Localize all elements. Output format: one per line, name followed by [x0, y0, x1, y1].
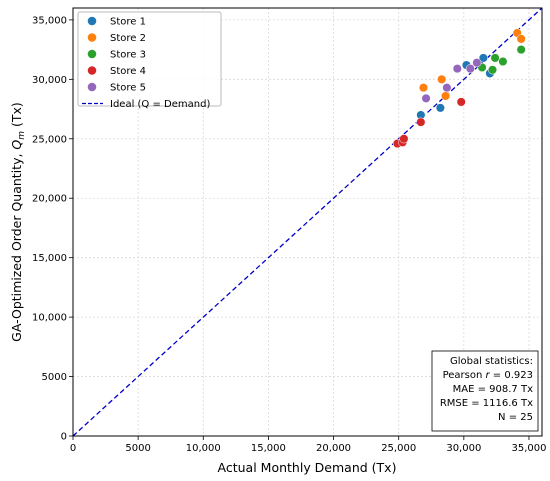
point-store-2-2	[437, 74, 447, 84]
pearson-symbol: r	[486, 370, 491, 381]
x-tick-label-0: 0	[70, 443, 76, 454]
ideal-reference-line	[72, 7, 543, 437]
legend-label-store-1: Store 1	[110, 17, 146, 28]
stats-title: Global statistics:	[450, 356, 533, 367]
data-points	[392, 28, 526, 149]
point-store-3-5	[516, 45, 526, 55]
point-store-2-5	[516, 34, 526, 44]
legend-label-store-4: Store 4	[110, 66, 146, 77]
point-store-5-2	[442, 83, 452, 93]
y-axis-label-subscript: m	[17, 131, 27, 140]
legend: Store 1 Store 2 Store 3 Store 4 Store 5 Ideal…	[77, 11, 222, 110]
y-axis-label: GA-Optimized Order Quantity, Qm (Tx)	[9, 102, 27, 342]
x-tick-label-5: 25,000	[381, 443, 416, 454]
point-store-4-3	[399, 134, 409, 144]
y-tick-label-5: 25,000	[32, 134, 67, 145]
reference-line-layer	[72, 7, 543, 437]
point-store-5-3	[452, 64, 462, 74]
x-tick-label-3: 15,000	[251, 443, 286, 454]
y-tick-label-2: 10,000	[32, 313, 67, 324]
x-tick-label-7: 35,000	[511, 443, 546, 454]
point-store-3-4	[498, 56, 508, 67]
legend-label-ideal: Ideal (Q = Demand)	[110, 99, 210, 110]
y-axis-label-symbol: Q	[9, 140, 24, 150]
y-tick-label-4: 20,000	[32, 194, 67, 205]
legend-label-store-3: Store 3	[110, 50, 146, 61]
stats-pearson: Pearson r = 0.923	[443, 370, 533, 381]
point-store-4-5	[456, 97, 466, 107]
stats-rmse: RMSE = 1116.6 Tx	[440, 398, 533, 409]
y-axis-label-suffix: (Tx)	[9, 102, 24, 131]
point-store-2-1	[418, 83, 428, 93]
y-axis-ticks: 0 5000 10,000 15,000 20,000 25,000 30,000 35,00…	[32, 15, 73, 443]
point-store-1-2	[435, 103, 445, 113]
point-store-1-4	[478, 53, 488, 63]
x-axis-ticks: 0 5000 10,000 15,000 20,000 25,000 30,000 35,00…	[70, 436, 546, 454]
point-store-2-3	[441, 91, 451, 101]
y-tick-label-1: 5000	[42, 372, 67, 383]
point-store-5-4	[465, 64, 475, 74]
legend-marker-store-1	[87, 16, 97, 26]
point-store-4-4	[416, 117, 426, 127]
pearson-value: = 0.923	[490, 370, 533, 381]
y-tick-label-7: 35,000	[32, 15, 67, 26]
plot-frame	[72, 7, 543, 437]
x-axis-label: Actual Monthly Demand (Tx)	[218, 460, 397, 475]
x-tick-label-1: 5000	[125, 443, 150, 454]
x-tick-label-2: 10,000	[186, 443, 221, 454]
y-tick-label-6: 30,000	[32, 75, 67, 86]
y-tick-label-0: 0	[61, 432, 67, 443]
pearson-prefix: Pearson	[443, 370, 486, 381]
point-store-3-3	[490, 53, 500, 63]
stats-frame	[431, 350, 539, 432]
x-tick-label-4: 20,000	[316, 443, 351, 454]
statistics-box: Global statistics: Pearson r = 0.923 MAE…	[431, 350, 539, 432]
x-tick-label-6: 30,000	[446, 443, 481, 454]
legend-box	[77, 11, 222, 107]
legend-label-store-2: Store 2	[110, 33, 146, 44]
legend-label-store-5: Store 5	[110, 83, 146, 94]
legend-marker-store-2	[87, 33, 97, 42]
legend-marker-store-4	[87, 66, 97, 75]
legend-marker-store-3	[87, 49, 97, 59]
y-tick-label-3: 15,000	[32, 253, 67, 264]
point-store-5-1	[421, 93, 431, 103]
point-store-3-2	[487, 65, 498, 75]
legend-marker-store-5	[87, 82, 97, 92]
stats-n: N = 25	[498, 412, 533, 423]
y-axis-label-prefix: GA-Optimized Order Quantity,	[9, 150, 24, 342]
legend-items: Store 1 Store 2 Store 3 Store 4 Store 5 Ideal…	[82, 16, 210, 110]
point-store-5-5	[472, 58, 482, 68]
stats-mae: MAE = 908.7 Tx	[453, 384, 533, 395]
